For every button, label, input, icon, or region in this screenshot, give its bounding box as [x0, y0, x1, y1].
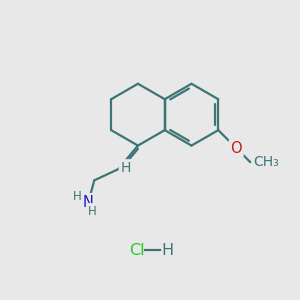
Text: CH₃: CH₃ — [253, 155, 278, 169]
Text: H: H — [120, 161, 130, 175]
Text: N: N — [83, 195, 94, 210]
Text: H: H — [161, 243, 173, 258]
Text: H: H — [87, 205, 96, 218]
Text: O: O — [230, 141, 242, 156]
Text: Cl: Cl — [129, 243, 145, 258]
Text: H: H — [73, 190, 81, 203]
